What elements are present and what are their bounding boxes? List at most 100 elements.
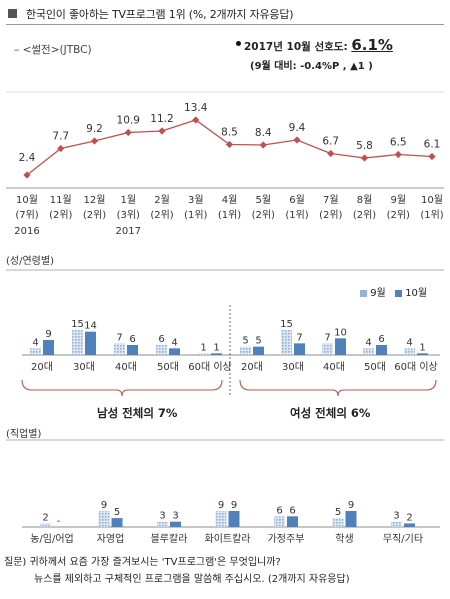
occ-bar-oct	[228, 511, 240, 527]
line-value-label: 6.5	[390, 137, 407, 149]
x-tick-rank: (1위)	[285, 208, 308, 221]
line-value-label: 5.8	[356, 140, 373, 152]
occ-sep-value: 3	[393, 511, 399, 522]
x-tick-year: 2016	[14, 226, 39, 237]
line-point	[259, 141, 267, 149]
occ-bar-sep	[215, 511, 227, 527]
line-point	[23, 171, 31, 179]
x-tick-occupation: 농/임/어업	[30, 532, 74, 545]
female-total-label: 여성 전체의 6%	[290, 406, 371, 420]
x-tick-occupation: 무직/기타	[383, 533, 423, 545]
preference-headline: 2017년 10월 선호도: 6.1%	[234, 36, 393, 54]
line-value-label: 10.9	[117, 115, 140, 127]
line-value-label: 8.5	[221, 127, 238, 139]
bar-oct	[43, 340, 54, 355]
occ-sep-value: 2	[42, 512, 48, 523]
bar-sep-value: 6	[158, 334, 164, 345]
x-tick-month: 5월	[255, 194, 271, 206]
line-value-label: 7.7	[52, 131, 69, 143]
occ-oct-value: -	[57, 516, 61, 527]
x-tick-rank: (2위)	[83, 208, 106, 221]
bar-oct-value: 14	[84, 321, 97, 332]
legend-oct-label: 10월	[405, 288, 428, 299]
x-tick-month: 10월	[421, 194, 443, 206]
male-brace	[21, 379, 223, 397]
line-value-label: 2.4	[19, 152, 36, 164]
x-tick-age: 30대	[282, 361, 304, 373]
x-tick-month: 4월	[222, 194, 238, 206]
occ-bar-sep	[157, 521, 168, 527]
occ-bar-oct	[170, 521, 181, 527]
line-point	[428, 152, 436, 161]
x-tick-rank: (2위)	[150, 208, 173, 221]
x-tick-age: 60대 이상	[394, 361, 438, 373]
x-tick-occupation: 가정주부	[268, 533, 305, 545]
bar-sep-value: 7	[324, 332, 330, 343]
x-tick-month: 10월	[16, 194, 38, 206]
occ-bar-oct	[287, 516, 298, 527]
occ-bar-oct	[345, 511, 357, 527]
bar-sep-value: 15	[71, 319, 84, 330]
preference-value: 6.1%	[351, 36, 393, 54]
x-tick-occupation: 블루칼라	[151, 532, 188, 545]
x-tick-age: 40대	[323, 361, 345, 373]
line-point	[394, 150, 402, 159]
legend-sep-swatch	[360, 289, 367, 297]
x-tick-month: 12월	[84, 194, 106, 206]
bar-sep	[322, 343, 333, 355]
bar-oct	[294, 343, 305, 355]
bar-sep	[30, 348, 41, 355]
line-point	[57, 144, 65, 153]
bar-oct-value: 5	[255, 336, 261, 347]
occ-bar-oct	[404, 523, 415, 527]
x-tick-month: 6월	[289, 194, 305, 206]
x-tick-rank: (7위)	[15, 208, 38, 221]
x-tick-month: 1월	[120, 194, 136, 206]
x-tick-age: 20대	[31, 361, 53, 373]
bar-sep	[404, 348, 415, 355]
bar-sep-value: 4	[32, 337, 38, 348]
dot-bullet-icon	[236, 41, 241, 46]
bar-sep	[240, 346, 251, 355]
line-point	[124, 128, 132, 137]
occ-oct-value: 2	[406, 512, 412, 523]
line-point	[360, 154, 369, 162]
occ-bar-sep	[332, 518, 344, 527]
x-tick-rank: (2위)	[252, 208, 275, 221]
bar-oct-value: 1	[419, 342, 425, 353]
bar-oct	[85, 331, 96, 355]
bar-sep	[281, 330, 292, 355]
bar-sep-value: 7	[116, 332, 122, 343]
line-value-label: 6.7	[322, 136, 339, 148]
line-value-label: 6.1	[424, 139, 441, 151]
bar-sep-value: 4	[365, 337, 371, 348]
section-label-occupation: (직업별)	[6, 429, 42, 440]
x-tick-rank: (1위)	[218, 208, 241, 221]
occ-oct-value: 6	[289, 505, 295, 516]
occ-sep-value: 9	[101, 500, 107, 511]
occ-bar-oct	[111, 518, 123, 527]
line-value-label: 11.2	[150, 113, 173, 125]
bar-sep	[156, 345, 167, 355]
x-tick-rank: (3위)	[117, 208, 140, 221]
bar-sep	[363, 348, 374, 355]
legend-sep-label: 9월	[370, 288, 386, 299]
x-tick-rank: (2위)	[353, 208, 376, 221]
x-tick-occupation: 학생	[335, 533, 353, 545]
bar-oct	[169, 348, 180, 355]
header-bar: 한국인이 좋아하는 TV프로그램 1위 (%, 2개까지 자유응답)	[6, 5, 444, 25]
x-tick-age: 30대	[73, 361, 95, 373]
x-tick-rank: (2위)	[49, 208, 72, 221]
line-point	[192, 116, 200, 124]
occ-bar-sep	[98, 511, 110, 527]
line-value-label: 13.4	[184, 102, 208, 114]
x-tick-rank: (1위)	[184, 208, 207, 221]
bar-oct-value: 6	[129, 334, 135, 345]
line-value-label: 9.4	[289, 122, 306, 134]
bar-oct	[127, 345, 138, 355]
chart-title: 한국인이 좋아하는 TV프로그램 1위 (%, 2개까지 자유응답)	[26, 8, 294, 21]
line-point	[327, 149, 335, 158]
footer-question: 질문) 귀하께서 요즘 가장 즐겨보시는 'TV프로그램'은 무엇입니까? 뉴스…	[4, 554, 350, 588]
male-total-label: 남성 전체의 7%	[97, 406, 178, 420]
